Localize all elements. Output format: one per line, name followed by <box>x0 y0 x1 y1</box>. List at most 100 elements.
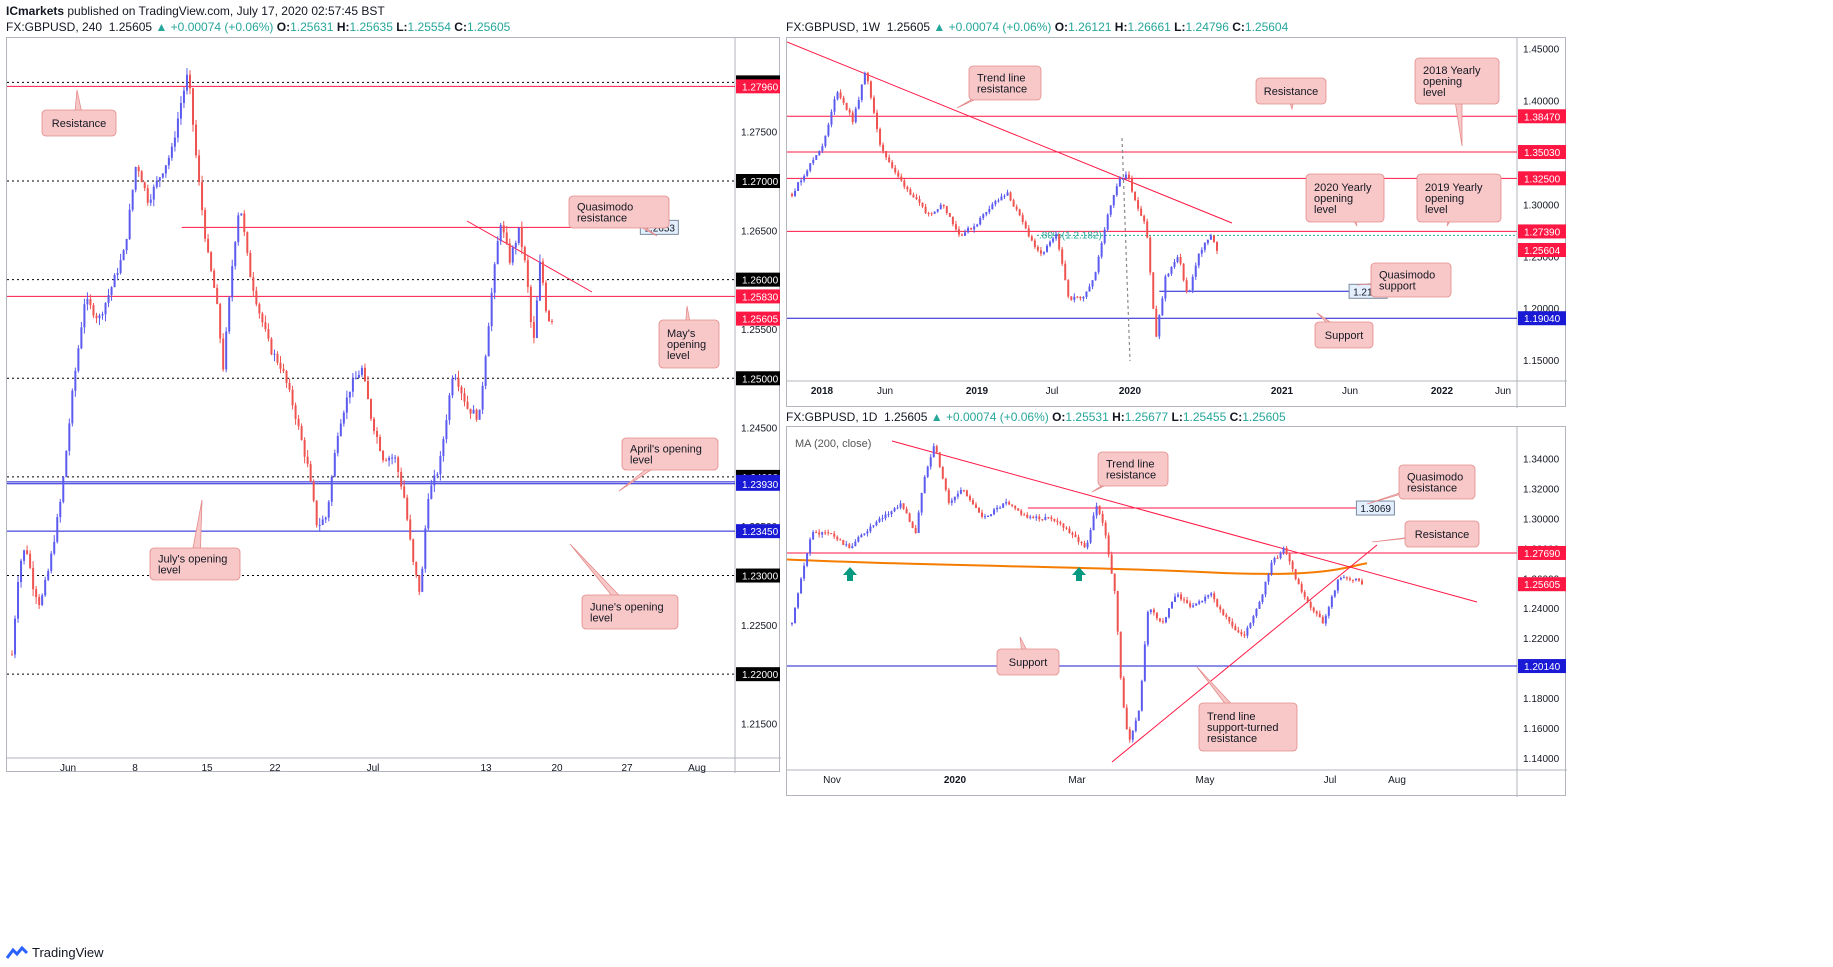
candle-body <box>309 464 312 482</box>
candle-body <box>872 97 875 113</box>
price-label-box <box>736 667 780 682</box>
last-price: 1.25605 <box>884 410 928 424</box>
candle-body <box>917 512 920 534</box>
arrow-up-icon <box>1072 567 1086 582</box>
candle-body <box>944 478 947 490</box>
tradingview-footer[interactable]: TradingView <box>6 945 104 960</box>
candle-body <box>496 241 499 265</box>
candle-body <box>1237 630 1240 633</box>
candle-body <box>950 500 953 503</box>
callout-text: June's opening <box>590 602 664 614</box>
candle-body <box>415 561 418 576</box>
candle-body <box>821 146 824 152</box>
callout-box <box>149 547 241 581</box>
candle-body <box>932 446 935 458</box>
moving-average-line <box>787 558 1368 575</box>
y-tick-label: 1.24000 <box>1523 604 1560 615</box>
candle-body <box>794 190 797 196</box>
candle-body <box>315 500 318 526</box>
candle-body <box>1143 644 1146 681</box>
candle-body <box>1017 508 1020 511</box>
candle-body <box>1015 206 1018 210</box>
candle-body <box>999 507 1002 509</box>
candle-body <box>158 177 161 181</box>
candle-body <box>1183 599 1186 601</box>
candle-body <box>1036 247 1039 251</box>
trend-line <box>1111 544 1378 763</box>
candle-body <box>469 408 472 414</box>
callout-text: opening <box>667 339 706 351</box>
candle-body <box>794 607 797 624</box>
candle-body <box>1164 617 1167 623</box>
candle-body <box>885 150 888 158</box>
candle-body <box>845 544 848 546</box>
candle-body <box>1076 296 1079 298</box>
candle-body <box>95 315 98 319</box>
candle-body <box>1273 557 1276 563</box>
y-tick-label: 1.27500 <box>741 128 778 139</box>
candle-body <box>842 540 845 545</box>
candle-body <box>812 159 815 164</box>
candle-body <box>1276 557 1279 559</box>
chart-panel-4h[interactable]: 1.215001.220001.225001.230001.235001.240… <box>6 37 781 773</box>
price-label: 1.27000 <box>742 177 779 188</box>
candle-body <box>442 439 445 457</box>
candle-body <box>866 531 869 534</box>
callout-text: Quasimodo <box>1379 270 1435 282</box>
candle-body <box>1122 677 1125 708</box>
candle-body <box>490 292 493 327</box>
callout-text: 2018 Yearly <box>1423 65 1481 77</box>
callout-text: May's <box>667 328 696 340</box>
price-label-box <box>736 289 780 304</box>
candle-body <box>140 171 143 183</box>
candle-body <box>11 654 13 656</box>
candle-body <box>1225 615 1228 617</box>
author-name: ICmarkets <box>6 4 65 18</box>
candle-body <box>1152 272 1155 309</box>
callout-box <box>1255 77 1327 105</box>
x-tick-label: Jun <box>1495 386 1511 397</box>
chart-panel-1w[interactable]: 1.150001.200001.250001.300001.350001.400… <box>786 37 1567 408</box>
candle-body <box>1024 221 1027 229</box>
chart-panel-1d[interactable]: 1.140001.160001.180001.200001.220001.240… <box>786 426 1567 797</box>
candle-body <box>104 302 107 315</box>
candle-body <box>445 420 448 440</box>
last-price: 1.25605 <box>108 20 153 34</box>
candle-body <box>882 144 885 151</box>
close-value: 1.25605 <box>466 20 511 34</box>
y-tick-label: 1.14000 <box>1523 754 1560 765</box>
candle-body <box>1173 261 1176 267</box>
trend-line <box>787 41 1233 224</box>
candle-body <box>1345 577 1348 579</box>
candle-body <box>1050 517 1053 519</box>
candle-body <box>1155 612 1158 619</box>
candle-body <box>1309 601 1312 608</box>
candle-body <box>1137 200 1140 209</box>
candle-body <box>56 517 59 542</box>
x-tick-label: 22 <box>269 763 281 773</box>
candle-body <box>26 550 29 554</box>
candle-body <box>899 503 902 508</box>
candle-body <box>161 173 164 178</box>
x-tick-label: Mar <box>1068 775 1086 786</box>
candle-body <box>152 186 155 200</box>
candle-body <box>1330 596 1333 608</box>
candle-body <box>1164 276 1167 299</box>
candle-body <box>1213 593 1216 600</box>
low-value: 1.25455 <box>1182 410 1227 424</box>
price-label: 1.38470 <box>1524 112 1561 123</box>
candle-body <box>505 232 508 244</box>
candle-body <box>942 204 945 207</box>
candle-body <box>800 180 803 183</box>
candle-body <box>1086 542 1089 548</box>
candle-body <box>1056 520 1059 523</box>
candle-body <box>379 436 382 451</box>
candle-body <box>1030 236 1033 241</box>
candle-body <box>303 439 306 457</box>
candle-body <box>65 450 68 478</box>
candle-body <box>1134 720 1137 731</box>
candle-body <box>219 304 222 339</box>
candle-body <box>107 295 110 303</box>
candle-body <box>520 227 523 248</box>
candle-body <box>1342 577 1345 579</box>
